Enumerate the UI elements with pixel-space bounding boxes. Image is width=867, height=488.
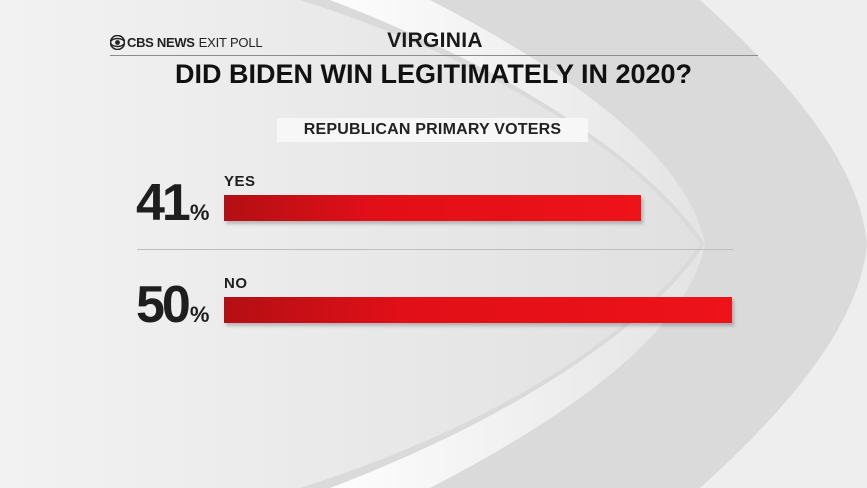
value-number: 50: [136, 276, 191, 334]
chart-title: DID BIDEN WIN LEGITIMATELY IN 2020?: [174, 59, 693, 89]
cbs-eye-icon: [110, 34, 125, 50]
bar-yes: [224, 195, 641, 221]
brand-name: CBS NEWS: [127, 34, 195, 50]
header-divider: [110, 55, 758, 56]
percent-sign: %: [189, 200, 210, 225]
state-label: VIRGINIA: [387, 29, 483, 52]
brand-logo: CBS NEWS EXIT POLL: [110, 33, 263, 51]
percent-sign: %: [189, 302, 210, 327]
category-label-yes: YES: [224, 173, 256, 190]
value-label-no: 50%: [136, 275, 209, 335]
brand-subtitle: EXIT POLL: [198, 34, 263, 50]
chart-subtitle: REPUBLICAN PRIMARY VOTERS: [277, 118, 588, 142]
category-label-no: NO: [224, 275, 248, 292]
value-label-yes: 41%: [136, 173, 209, 233]
bar-no: [224, 297, 732, 323]
row-divider: [137, 249, 733, 250]
value-number: 41: [136, 174, 191, 232]
